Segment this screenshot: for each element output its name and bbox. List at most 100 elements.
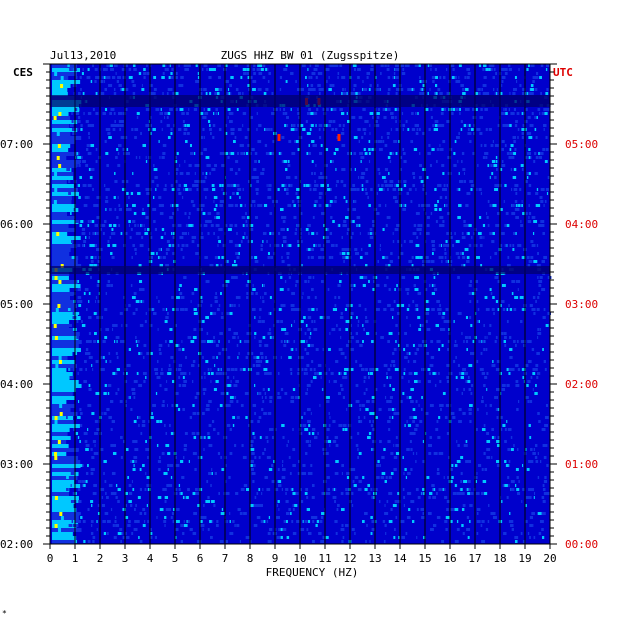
spectrogram-cell xyxy=(458,204,462,207)
spectrogram-cell xyxy=(246,216,250,219)
spectrogram-cell xyxy=(210,312,214,315)
spectrogram-cell xyxy=(496,396,499,399)
spectrogram-cell xyxy=(252,68,256,71)
spectrogram-cell xyxy=(284,392,288,395)
spectrogram-cell xyxy=(307,532,312,535)
spectrogram-cell xyxy=(480,492,485,495)
spectrogram-cell xyxy=(349,92,353,95)
spectrogram-cell xyxy=(492,204,495,207)
spectrogram-cell xyxy=(69,368,72,371)
spectrogram-cell xyxy=(542,260,545,263)
spectrogram-cell xyxy=(545,188,549,191)
spectrogram-cell xyxy=(322,108,325,111)
spectrogram-cell xyxy=(236,400,239,403)
spectrogram-cell xyxy=(82,92,85,95)
gap-band xyxy=(50,266,550,274)
spectrogram-cell xyxy=(85,448,89,451)
spectrogram-cell xyxy=(377,140,380,143)
spectrogram-cell xyxy=(499,304,502,307)
spectrogram-cell xyxy=(438,312,442,315)
spectrogram-cell xyxy=(114,172,116,175)
spectrogram-cell xyxy=(72,368,76,371)
spectrogram-cell xyxy=(394,408,396,411)
spectrogram-cell xyxy=(456,520,459,523)
spectrogram-cell xyxy=(337,296,341,299)
spectrogram-cell xyxy=(71,112,73,115)
spectrogram-cell xyxy=(482,340,485,343)
spectrogram-cell xyxy=(446,364,450,367)
spectrogram-cell xyxy=(539,512,544,515)
spectrogram-cell xyxy=(255,176,259,179)
spectrogram-cell xyxy=(178,84,183,87)
spectrogram-cell xyxy=(251,308,256,311)
spectrogram-cell xyxy=(426,352,429,355)
spectrogram-cell xyxy=(328,124,331,127)
spectrogram-cell xyxy=(536,116,538,119)
spectrogram-cell xyxy=(93,492,96,495)
spectrogram-cell xyxy=(120,456,123,459)
spectrogram-cell xyxy=(158,196,162,199)
spectrogram-cell xyxy=(368,152,371,155)
spectrogram-cell xyxy=(165,248,170,251)
spectrogram-cell xyxy=(285,188,289,191)
spectrogram-cell xyxy=(286,176,290,179)
spectrogram-cell xyxy=(380,64,384,67)
spectrogram-cell xyxy=(71,120,74,123)
spectrogram-cell xyxy=(536,264,541,267)
spectrogram-cell xyxy=(303,316,306,319)
spectrogram-cell xyxy=(380,72,382,75)
spectrogram-cell xyxy=(431,252,434,255)
spectrogram-cell xyxy=(167,464,170,467)
spectrogram-cell xyxy=(347,152,350,155)
spectrogram-cell xyxy=(124,404,127,407)
spectrogram-cell xyxy=(401,72,406,75)
spectrogram-cell xyxy=(288,356,292,359)
spectrogram-cell xyxy=(401,304,405,307)
spectrogram-cell xyxy=(528,212,532,215)
spectrogram-cell xyxy=(421,408,423,411)
spectrogram-cell xyxy=(95,92,98,95)
spectrogram-cell xyxy=(533,312,536,315)
spectrogram-cell xyxy=(254,316,256,319)
spectrogram-cell xyxy=(125,372,128,375)
spectrogram-cell xyxy=(256,372,260,375)
spectrogram-cell xyxy=(473,232,476,235)
spectrogram-cell xyxy=(351,336,354,339)
spectrogram-cell xyxy=(331,160,334,163)
spectrogram-cell xyxy=(114,492,117,495)
spectrogram-cell xyxy=(457,444,460,447)
spectrogram-cell xyxy=(292,448,296,451)
spectrogram-cell xyxy=(486,152,489,155)
spectrogram-cell xyxy=(425,240,427,243)
spectrogram-cell xyxy=(103,392,107,395)
spectrogram-cell xyxy=(395,128,399,131)
spectrogram-cell xyxy=(350,220,353,223)
spectrogram-cell xyxy=(260,172,265,175)
spectrogram-cell xyxy=(52,396,76,400)
spectrogram-cell xyxy=(416,508,419,511)
spectrogram-cell xyxy=(93,452,96,455)
spectrogram-cell xyxy=(528,184,532,187)
spectrogram-cell xyxy=(81,324,86,327)
spectrogram-cell xyxy=(88,356,93,359)
spectrogram-cell xyxy=(476,256,481,259)
spectrogram-cell xyxy=(332,308,336,311)
spectrogram-cell xyxy=(438,372,440,375)
spectrogram-cell xyxy=(319,152,323,155)
spectrogram-cell xyxy=(325,464,330,467)
spectrogram-cell xyxy=(308,232,310,235)
spectrogram-cell xyxy=(54,452,58,456)
spectrogram-cell xyxy=(373,280,375,283)
spectrogram-cell xyxy=(284,124,287,127)
spectrogram-cell xyxy=(351,492,354,495)
spectrogram-cell xyxy=(416,536,418,539)
spectrogram-cell xyxy=(279,76,283,79)
spectrogram-cell xyxy=(225,540,228,543)
spectrogram-cell xyxy=(544,476,547,479)
spectrogram-cell xyxy=(359,152,364,155)
spectrogram-cell xyxy=(486,412,488,415)
spectrogram-cell xyxy=(518,492,521,495)
spectrogram-cell xyxy=(52,424,80,428)
spectrogram-cell xyxy=(175,180,178,183)
spectrogram-cell xyxy=(491,160,496,163)
